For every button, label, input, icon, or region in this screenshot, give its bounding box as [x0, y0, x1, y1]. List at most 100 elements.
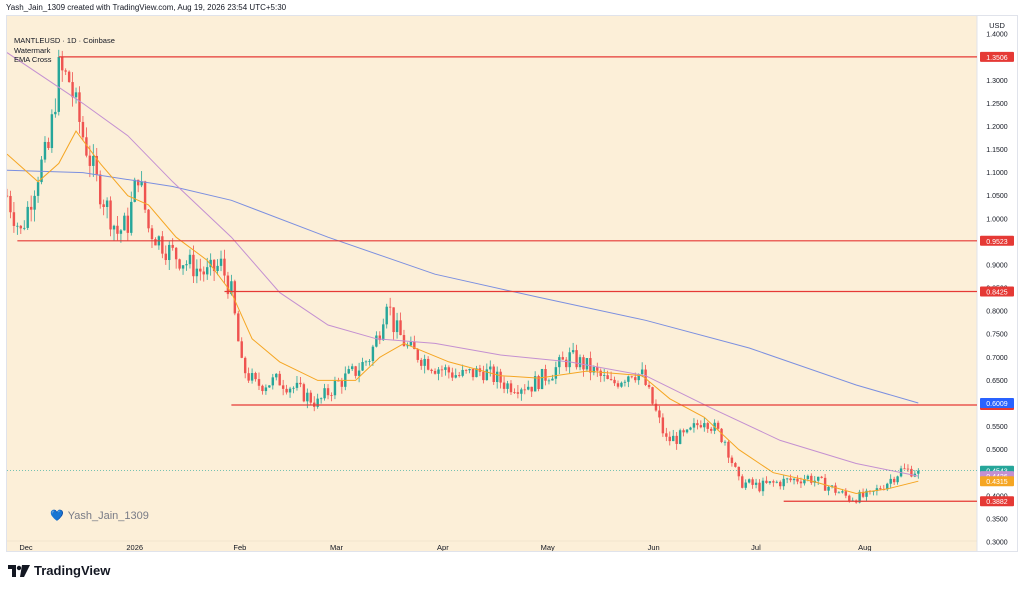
candle-body	[275, 373, 278, 378]
candle-body	[616, 383, 620, 387]
candle-body	[444, 367, 447, 370]
candle-body	[772, 481, 775, 483]
candle-body	[219, 258, 223, 266]
y-tick-label: 0.5000	[986, 447, 1008, 454]
level-price-label: 1.3506	[986, 55, 1008, 62]
candle-body	[761, 480, 765, 492]
candle-body	[416, 349, 419, 360]
candle-body	[278, 373, 281, 386]
candle-body	[413, 341, 416, 350]
candle-body	[817, 476, 820, 481]
candle-body	[268, 385, 271, 388]
watermark-badge: 💙 Yash_Jain_1309	[12, 502, 186, 529]
candle-body	[119, 230, 123, 234]
candle-body	[706, 423, 709, 429]
watermark-text: Yash_Jain_1309	[67, 509, 149, 522]
candle-body	[388, 306, 392, 308]
candle-body	[109, 200, 112, 230]
x-tick-label: Feb	[233, 543, 246, 551]
candle-body	[585, 358, 589, 370]
candle-body	[565, 359, 568, 368]
candle-body	[475, 368, 478, 378]
candle-body	[306, 392, 309, 402]
candle-body	[730, 457, 734, 464]
candle-body	[143, 181, 147, 210]
candle-body	[33, 195, 36, 210]
candle-body	[716, 422, 720, 429]
tradingview-footer[interactable]: TradingView	[8, 563, 110, 578]
x-tick-label: Jul	[751, 543, 761, 551]
candle-body	[551, 378, 554, 381]
candle-body	[250, 373, 254, 381]
candle-body	[50, 114, 54, 149]
candle-body	[602, 375, 606, 376]
candle-body	[775, 481, 778, 483]
indicator-price-tag	[980, 398, 1014, 409]
y-tick-label: 0.5500	[986, 424, 1008, 431]
y-tick-label: 0.9000	[986, 262, 1008, 269]
candle-body	[302, 384, 306, 402]
candle-body	[723, 441, 727, 443]
candle-body	[161, 236, 164, 254]
candle-body	[130, 201, 133, 233]
candle-body	[112, 225, 116, 230]
candle-body	[406, 345, 409, 347]
candle-body	[385, 306, 388, 325]
candle-body	[468, 369, 471, 371]
price-chart[interactable]: USD0.30000.35000.40000.45000.50000.55000…	[7, 16, 1017, 551]
candle-body	[789, 478, 792, 481]
candle-body	[520, 389, 523, 394]
candle-body	[606, 375, 609, 380]
candle-body	[223, 258, 226, 276]
y-tick-label: 0.7000	[986, 355, 1008, 362]
candle-body	[782, 478, 785, 487]
candle-body	[357, 370, 361, 376]
candle-body	[568, 352, 571, 368]
candle-body	[654, 403, 658, 411]
candle-body	[420, 359, 423, 366]
candle-body	[810, 475, 813, 483]
candle-body	[523, 389, 527, 391]
level-price-tag	[980, 286, 1014, 297]
candle-body	[361, 362, 364, 371]
candle-body	[696, 423, 699, 426]
candle-body	[640, 369, 644, 375]
candle-body	[889, 478, 892, 484]
candle-body	[181, 265, 185, 269]
candle-body	[751, 479, 754, 485]
ema-cross-label: EMA Cross	[14, 55, 52, 64]
candle-body	[834, 485, 837, 493]
candle-body	[561, 357, 564, 360]
candle-body	[540, 369, 544, 390]
candle-body	[506, 383, 509, 389]
chart-caption: Yash_Jain_1309 created with TradingView.…	[6, 3, 287, 12]
candle-body	[95, 155, 98, 175]
candle-body	[765, 480, 768, 483]
candle-body	[40, 159, 43, 183]
candle-body	[74, 92, 78, 98]
candle-body	[123, 215, 126, 231]
candle-body	[395, 320, 399, 333]
candle-body	[737, 466, 741, 477]
candle-body	[747, 479, 751, 483]
candle-body	[292, 387, 295, 389]
candle-body	[254, 373, 257, 380]
candle-body	[333, 380, 337, 396]
candle-body	[668, 436, 671, 442]
candle-body	[136, 179, 140, 186]
candle-body	[326, 388, 330, 396]
candle-body	[88, 155, 92, 166]
chart-panel[interactable]: USD0.30000.35000.40000.45000.50000.55000…	[6, 15, 1018, 552]
level-price-label: 0.8425	[986, 289, 1008, 296]
level-price-tag	[980, 496, 1014, 507]
symbol-label: MANTLEUSD · 1D · Coinbase	[14, 36, 115, 45]
candle-body	[233, 281, 237, 314]
candle-body	[226, 275, 230, 295]
candle-body	[917, 470, 920, 474]
candle-body	[779, 481, 782, 487]
candle-body	[271, 377, 275, 386]
candle-body	[848, 495, 851, 501]
x-tick-label: Jun	[648, 543, 660, 551]
indicator-price-tag	[980, 476, 1014, 487]
y-tick-label: 0.6500	[986, 378, 1008, 385]
